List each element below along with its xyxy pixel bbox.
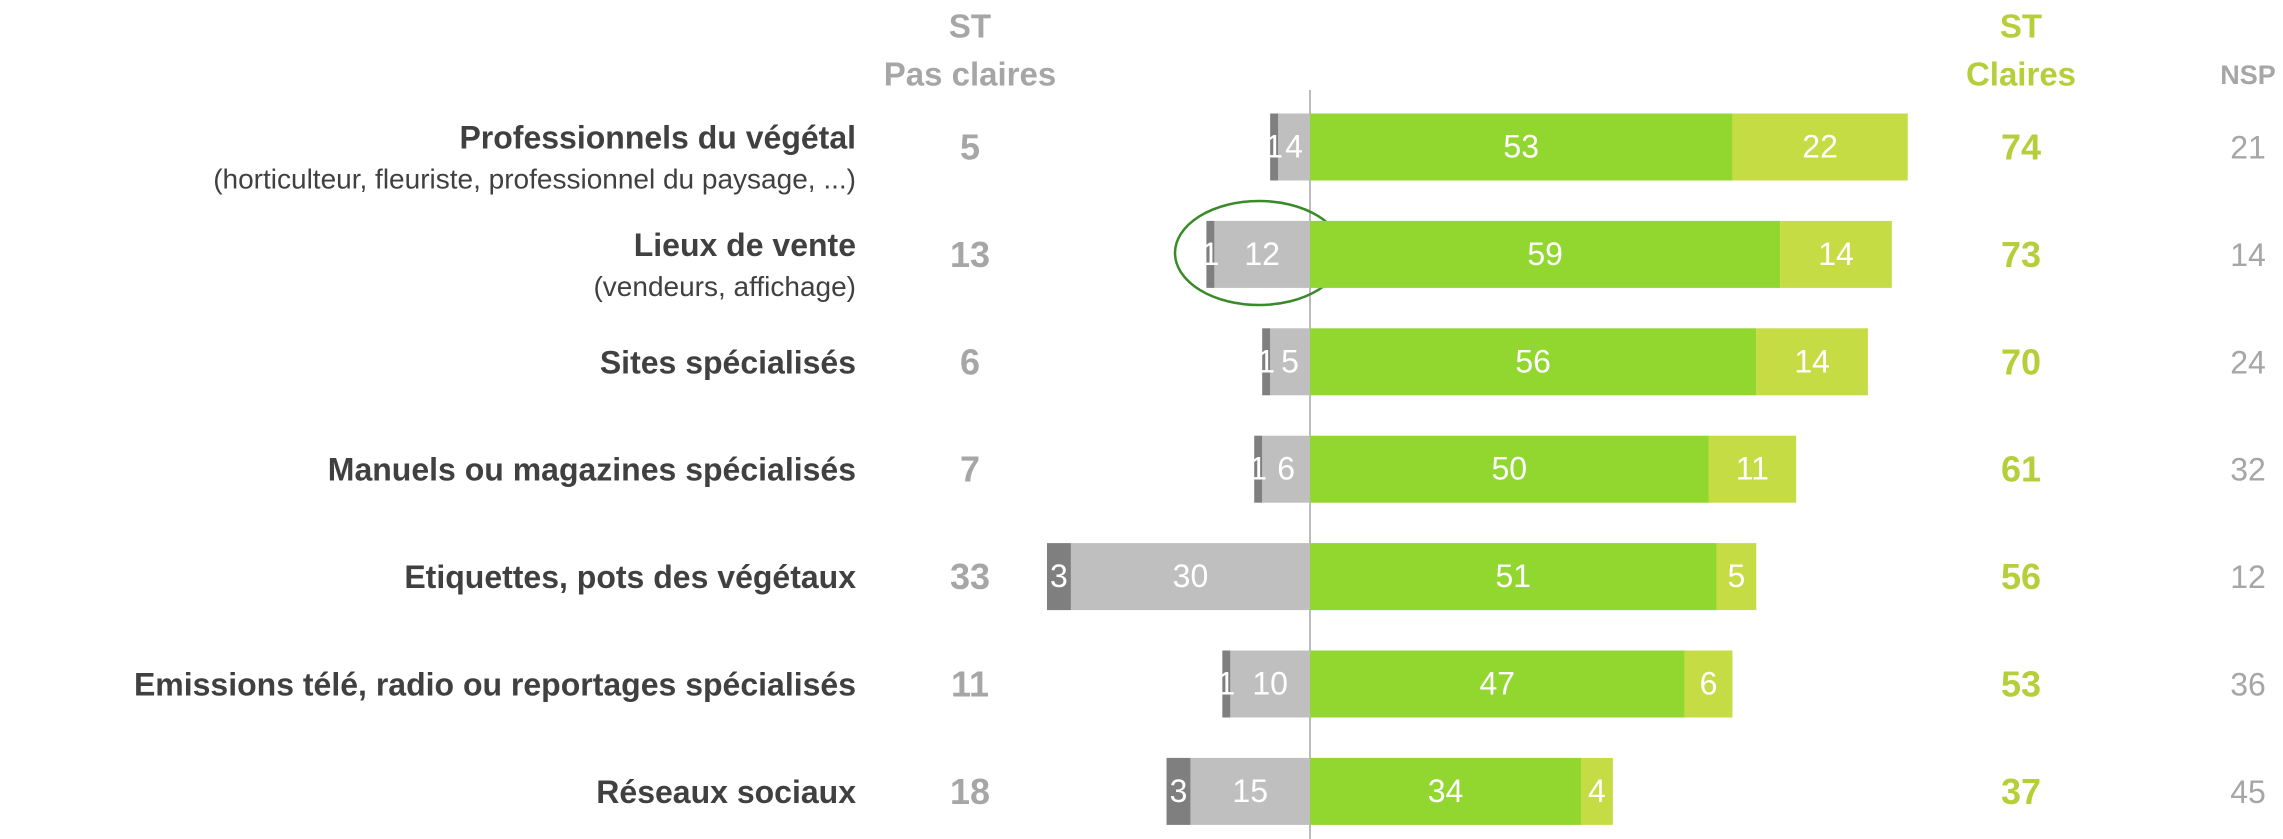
column-value: 74 [2001,127,2041,168]
bar-segment [1278,113,1310,181]
bar-label: 1 [1217,665,1235,701]
column-header: Pas claires [884,56,1056,93]
column-value: 12 [2230,559,2266,595]
column-value: 37 [2001,771,2041,812]
bar-segment [1310,435,1709,503]
column-value: 56 [2001,556,2041,597]
bar-label: 22 [1802,128,1838,164]
bar-label: 51 [1495,558,1531,594]
bar-label: 1 [1265,128,1283,164]
bar-label: 1 [1257,343,1275,379]
column-value: 45 [2230,774,2266,810]
bar-segment [1780,220,1892,288]
category-label: Manuels ou magazines spécialisés [328,452,856,488]
column-value: 7 [960,449,980,490]
bar-label: 34 [1428,773,1464,809]
bar-label: 4 [1285,128,1303,164]
column-value: 24 [2230,344,2266,380]
column-header: NSP [2220,60,2276,90]
bar-segment [1206,220,1215,288]
bar-segment [1254,435,1263,503]
column-value: 61 [2001,449,2041,490]
bar-label: 5 [1281,343,1299,379]
bar-segment [1270,113,1279,181]
bar-label: 56 [1515,343,1551,379]
bar-label: 10 [1252,665,1288,701]
column-value: 14 [2230,237,2266,273]
bar-label: 47 [1479,665,1515,701]
column-value: 13 [950,234,990,275]
bar-segment [1310,543,1717,611]
bar-label: 6 [1700,665,1718,701]
column-value: 33 [950,556,990,597]
bar-label: 4 [1588,773,1606,809]
bar-segment [1166,757,1191,825]
category-label: Emissions télé, radio ou reportages spéc… [134,666,856,702]
bar-label: 5 [1727,558,1745,594]
bar-segment [1070,543,1310,611]
bar-segment [1190,757,1310,825]
column-value: 11 [951,664,989,705]
bar-segment [1310,113,1733,181]
column-header: ST [949,8,991,45]
column-value: 70 [2001,341,2041,382]
bar-label: 15 [1232,773,1268,809]
bar-segment [1310,650,1685,718]
bar-segment [1222,650,1231,718]
bar-label: 1 [1201,236,1219,272]
category-label: Réseaux sociaux [596,774,856,810]
column-header: Claires [1966,56,2076,93]
bar-segment [1310,757,1581,825]
bar-label: 11 [1736,451,1769,487]
bar-label: 14 [1818,236,1854,272]
column-value: 53 [2001,664,2041,705]
bar-segment [1708,435,1797,503]
column-value: 32 [2230,452,2266,488]
category-label: Sites spécialisés [600,344,856,380]
bar-label: 50 [1491,451,1527,487]
bar-label: 3 [1050,558,1068,594]
column-value: 18 [950,771,990,812]
bar-segment [1684,650,1733,718]
bar-label: 14 [1794,343,1830,379]
bar-label: 53 [1503,128,1539,164]
bar-segment [1270,328,1310,396]
column-header: ST [2000,8,2042,45]
bar-label: 6 [1277,451,1295,487]
category-sublabel: (vendeurs, affichage) [593,271,856,302]
bar-label: 30 [1173,558,1209,594]
bar-segment [1262,328,1271,396]
bar-label: 1 [1249,451,1267,487]
bar-label: 12 [1244,236,1280,272]
bar-segment [1310,220,1781,288]
column-value: 5 [960,127,980,168]
bar-segment [1046,543,1071,611]
column-value: 21 [2230,129,2266,165]
bar-label: 59 [1527,236,1563,272]
category-label: Professionnels du végétal [459,119,856,155]
bar-segment [1716,543,1757,611]
bar-segment [1214,220,1310,288]
bar-segment [1262,435,1310,503]
category-label: Etiquettes, pots des végétaux [404,559,856,595]
bar-label: 3 [1170,773,1188,809]
bar-segment [1756,328,1868,396]
column-value: 73 [2001,234,2041,275]
bar-segment [1580,757,1613,825]
bar-segment [1230,650,1310,718]
bar-segment [1310,328,1757,396]
category-sublabel: (horticulteur, fleuriste, professionnel … [213,163,856,194]
column-value: 6 [960,341,980,382]
column-value: 36 [2230,666,2266,702]
category-label: Lieux de vente [634,227,856,263]
bar-segment [1732,113,1908,181]
